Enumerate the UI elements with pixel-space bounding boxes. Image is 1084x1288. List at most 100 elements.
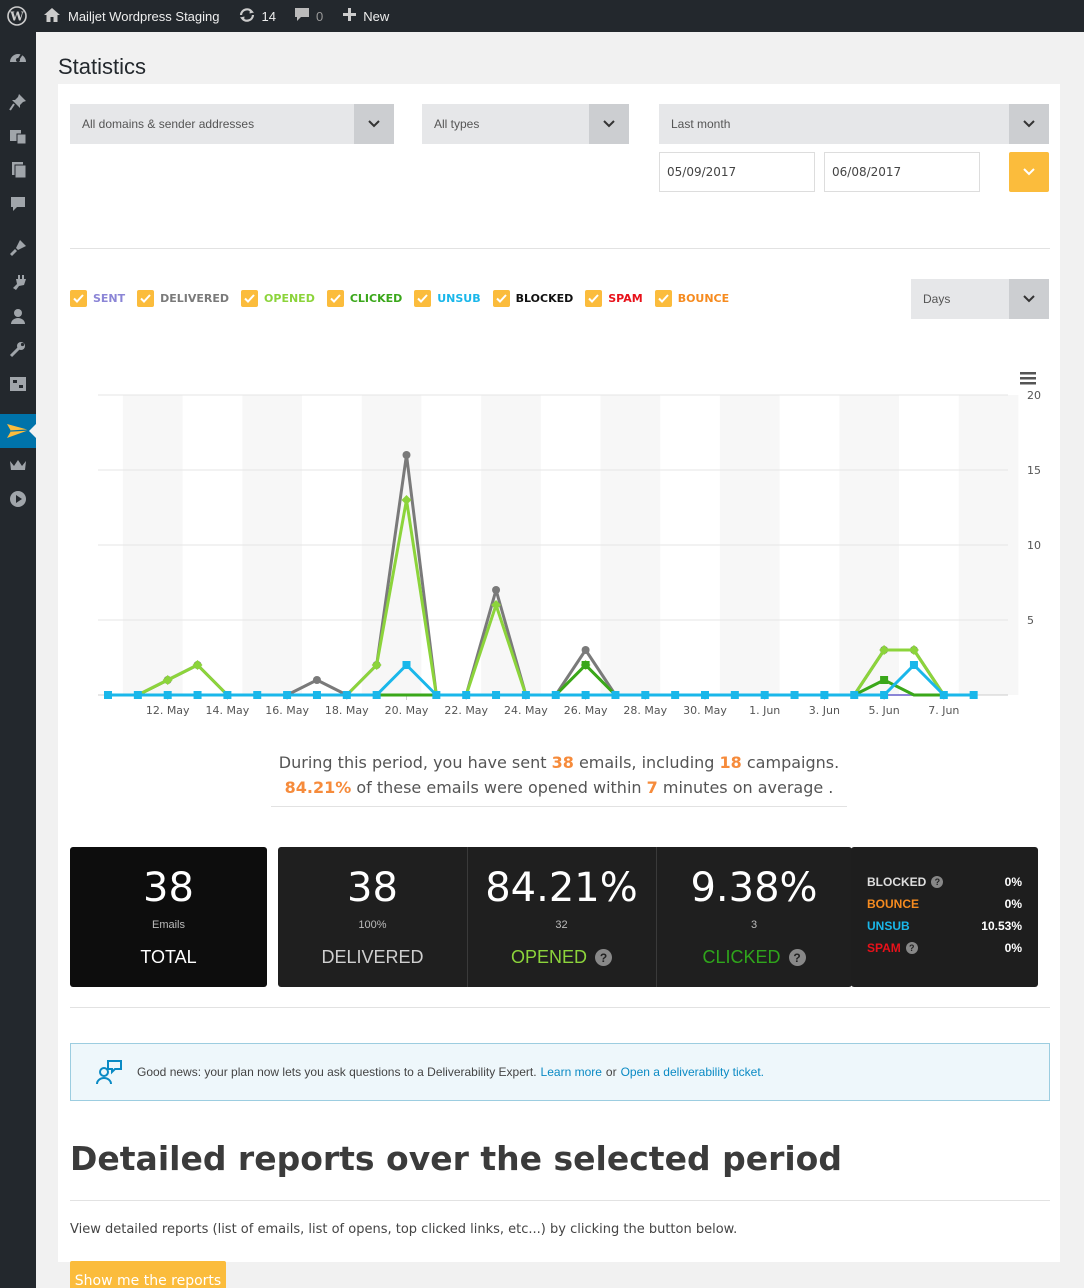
site-name-link[interactable]: Mailjet Wordpress Staging bbox=[36, 0, 228, 32]
data-point-unsub[interactable] bbox=[193, 691, 202, 699]
data-point-unsub[interactable] bbox=[611, 691, 620, 699]
data-point-clicked[interactable] bbox=[581, 661, 590, 669]
checkbox-checked-icon[interactable] bbox=[585, 290, 603, 307]
data-point-unsub[interactable] bbox=[372, 691, 381, 699]
data-point-opened[interactable] bbox=[879, 645, 890, 655]
data-point-clicked[interactable] bbox=[880, 676, 889, 684]
data-point-unsub[interactable] bbox=[850, 691, 859, 699]
date-to-input[interactable]: 06/08/2017 bbox=[824, 152, 980, 192]
legend-item-opened[interactable]: OPENED bbox=[241, 290, 315, 307]
side-stats-card: BLOCKED? 0% BOUNCE 0% UNSUB 10.53% SPAM? 0% bbox=[851, 847, 1038, 987]
data-point-unsub[interactable] bbox=[641, 691, 650, 699]
data-point-unsub[interactable] bbox=[939, 691, 948, 699]
x-tick-label: 14. May bbox=[206, 704, 250, 716]
settings-icon[interactable] bbox=[0, 367, 36, 401]
data-point-unsub[interactable] bbox=[760, 691, 769, 699]
comments-link[interactable]: 0 bbox=[284, 0, 331, 32]
wordpress-logo-icon[interactable]: W bbox=[0, 0, 36, 32]
updates-link[interactable]: 14 bbox=[228, 0, 284, 32]
play-icon[interactable] bbox=[0, 482, 36, 516]
clicked-sub: 3 bbox=[750, 919, 758, 931]
data-point-unsub[interactable] bbox=[492, 691, 501, 699]
checkbox-checked-icon[interactable] bbox=[137, 290, 155, 307]
data-point-opened[interactable] bbox=[192, 660, 203, 670]
open-ticket-link[interactable]: Open a deliverability ticket. bbox=[620, 1065, 764, 1079]
data-point-unsub[interactable] bbox=[521, 691, 530, 699]
legend-item-blocked[interactable]: BLOCKED bbox=[492, 290, 573, 307]
granularity-select[interactable]: Days bbox=[911, 279, 1049, 319]
period-select[interactable]: Last month bbox=[659, 104, 1049, 144]
checkbox-checked-icon[interactable] bbox=[326, 290, 344, 307]
show-reports-button[interactable]: Show me the reports bbox=[70, 1261, 226, 1288]
checkbox-checked-icon[interactable] bbox=[241, 290, 259, 307]
data-point-unsub[interactable] bbox=[163, 691, 172, 699]
help-icon[interactable]: ? bbox=[905, 942, 918, 954]
chevron-down-icon bbox=[589, 104, 629, 144]
data-point-unsub[interactable] bbox=[462, 691, 471, 699]
data-point-unsub[interactable] bbox=[223, 691, 232, 699]
data-point-unsub[interactable] bbox=[551, 691, 560, 699]
legend-item-clicked[interactable]: CLICKED bbox=[326, 290, 402, 307]
apply-dates-button[interactable] bbox=[1009, 152, 1049, 192]
svg-text:W: W bbox=[9, 10, 24, 24]
data-point-unsub[interactable] bbox=[581, 691, 590, 699]
data-point-unsub[interactable] bbox=[671, 691, 680, 699]
data-point-unsub[interactable] bbox=[432, 691, 441, 699]
summary-campaign-count: 18 bbox=[719, 753, 742, 772]
data-point-unsub[interactable] bbox=[909, 661, 918, 669]
data-point-unsub[interactable] bbox=[969, 691, 978, 699]
data-point-unsub[interactable] bbox=[104, 691, 112, 699]
data-point-unsub[interactable] bbox=[701, 691, 709, 699]
legend-item-bounce[interactable]: BOUNCE bbox=[654, 290, 729, 307]
data-point-unsub[interactable] bbox=[133, 691, 142, 699]
data-point-unsub[interactable] bbox=[730, 691, 739, 699]
pin-icon[interactable] bbox=[0, 85, 36, 119]
new-content-link[interactable]: New bbox=[331, 0, 397, 32]
learn-more-link[interactable]: Learn more bbox=[540, 1065, 602, 1079]
dashboard-icon[interactable] bbox=[0, 41, 36, 75]
domains-select[interactable]: All domains & sender addresses bbox=[70, 104, 394, 144]
pages-icon[interactable] bbox=[0, 153, 36, 187]
data-point-unsub[interactable] bbox=[342, 691, 351, 699]
x-tick-label: 12. May bbox=[146, 704, 190, 716]
data-point-unsub[interactable] bbox=[312, 691, 321, 699]
media-icon[interactable] bbox=[0, 119, 36, 153]
legend-item-sent[interactable]: SENT bbox=[70, 290, 125, 307]
checkbox-checked-icon[interactable] bbox=[654, 290, 672, 307]
data-point-delivered[interactable] bbox=[312, 676, 321, 684]
summary-text: During this period, you have sent bbox=[278, 753, 552, 772]
mailjet-plane-icon[interactable] bbox=[0, 414, 36, 448]
help-icon[interactable]: ? bbox=[595, 949, 613, 966]
data-point-unsub[interactable] bbox=[820, 691, 829, 699]
data-point-delivered[interactable] bbox=[581, 646, 590, 654]
data-point-unsub[interactable] bbox=[880, 691, 889, 699]
data-point-delivered[interactable] bbox=[492, 586, 501, 594]
tools-icon[interactable] bbox=[0, 333, 36, 367]
help-icon[interactable]: ? bbox=[931, 876, 944, 888]
checkbox-checked-icon[interactable] bbox=[492, 290, 510, 307]
help-icon[interactable]: ? bbox=[788, 949, 806, 966]
data-point-unsub[interactable] bbox=[790, 691, 799, 699]
appearance-icon[interactable] bbox=[0, 231, 36, 265]
data-point-unsub[interactable] bbox=[253, 691, 262, 699]
crown-icon[interactable] bbox=[0, 448, 36, 482]
legend-item-delivered[interactable]: DELIVERED bbox=[137, 290, 229, 307]
data-point-opened[interactable] bbox=[491, 600, 501, 610]
checkbox-checked-icon[interactable] bbox=[70, 290, 87, 307]
x-tick-label: 7. Jun bbox=[928, 704, 959, 716]
plugins-icon[interactable] bbox=[0, 265, 36, 299]
types-select[interactable]: All types bbox=[422, 104, 629, 144]
data-point-delivered[interactable] bbox=[402, 451, 411, 459]
legend-item-spam[interactable]: SPAM bbox=[585, 290, 643, 307]
data-point-unsub[interactable] bbox=[283, 691, 292, 699]
data-point-opened[interactable] bbox=[371, 660, 382, 670]
checkbox-checked-icon[interactable] bbox=[414, 290, 432, 307]
data-point-opened[interactable] bbox=[909, 645, 919, 655]
chart-menu-icon[interactable] bbox=[1020, 372, 1036, 385]
data-point-opened[interactable] bbox=[162, 675, 173, 685]
users-icon[interactable] bbox=[0, 299, 36, 333]
date-from-input[interactable]: 05/09/2017 bbox=[659, 152, 815, 192]
comments-icon[interactable] bbox=[0, 187, 36, 221]
data-point-unsub[interactable] bbox=[402, 661, 411, 669]
legend-item-unsub[interactable]: UNSUB bbox=[414, 290, 481, 307]
